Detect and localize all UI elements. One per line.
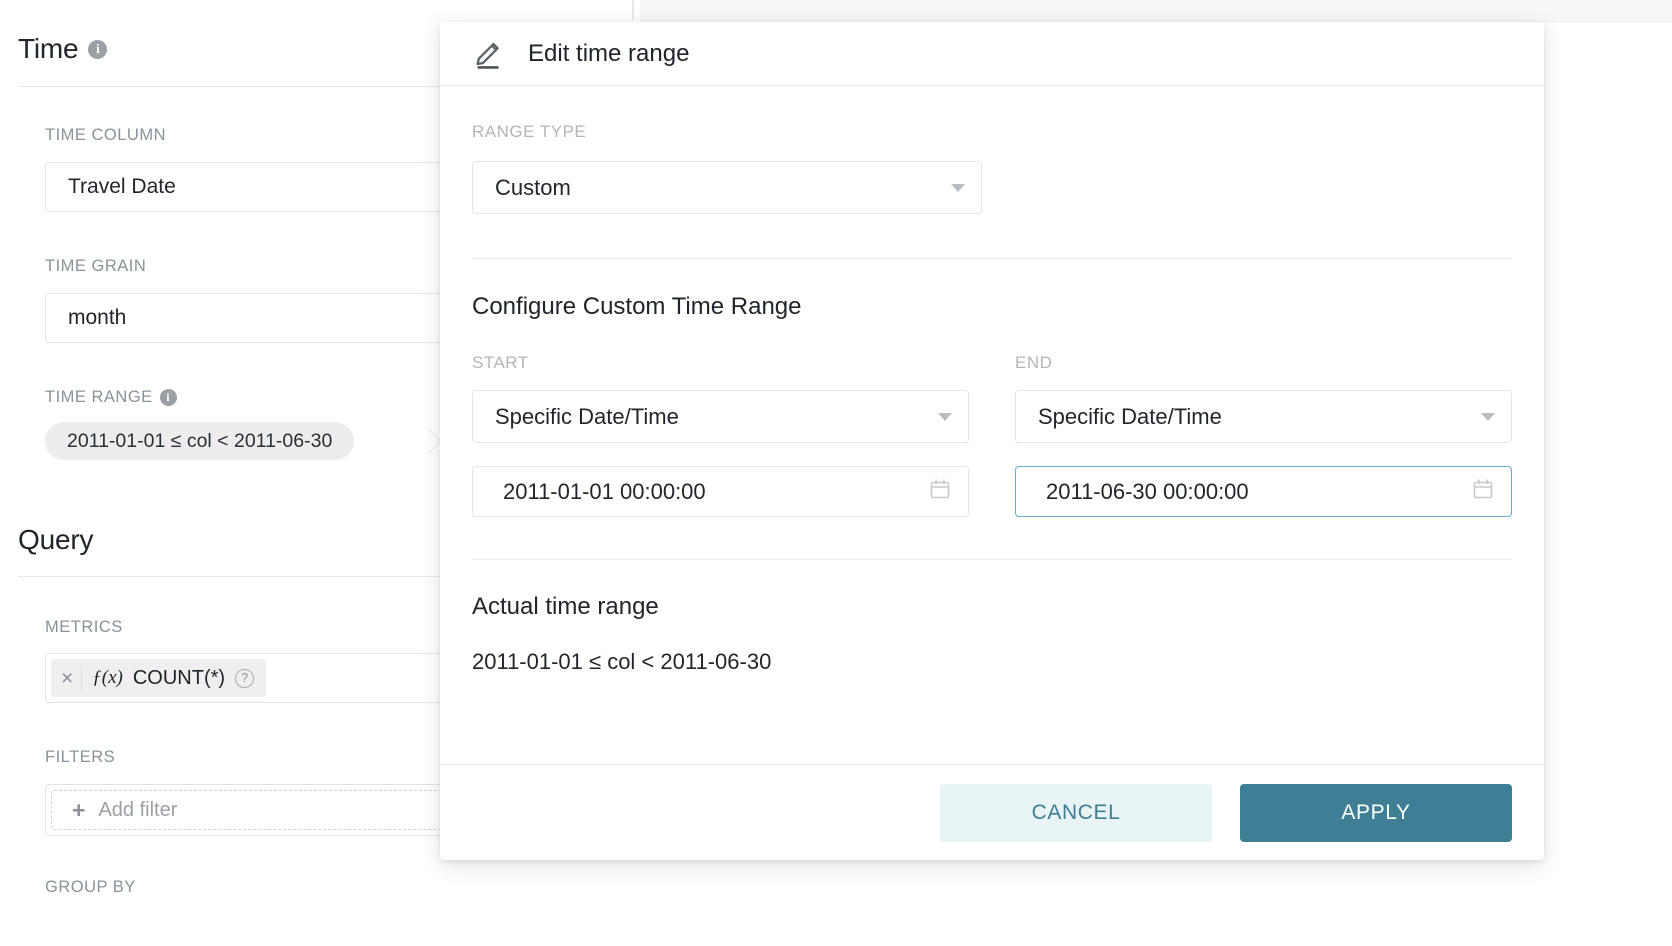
- end-mode-value: Specific Date/Time: [1038, 403, 1222, 429]
- apply-button[interactable]: APPLY: [1240, 783, 1512, 842]
- time-grain-label-text: TIME GRAIN: [45, 257, 147, 275]
- metrics-label-text: METRICS: [45, 618, 123, 636]
- filters-label: FILTERS: [45, 748, 115, 767]
- modal-header: Edit time range: [440, 22, 1544, 86]
- time-grain-value: month: [68, 306, 127, 329]
- function-icon: ƒ(x): [92, 667, 123, 688]
- start-mode-value: Specific Date/Time: [495, 403, 679, 429]
- panel-edge-divider: [632, 0, 634, 20]
- modal-title: Edit time range: [528, 39, 690, 67]
- info-icon[interactable]: i: [88, 39, 108, 59]
- modal-footer: CANCEL APPLY: [440, 764, 1544, 860]
- time-column-label: TIME COLUMN: [45, 126, 166, 145]
- plus-icon: +: [72, 796, 86, 823]
- time-column-value: Travel Date: [68, 175, 176, 198]
- time-column-label-text: TIME COLUMN: [45, 126, 166, 144]
- end-column: END Specific Date/Time 2011-06-30 00:00:…: [1015, 353, 1512, 517]
- metric-name: COUNT(*): [132, 666, 226, 689]
- start-mode-select[interactable]: Specific Date/Time: [472, 390, 969, 443]
- start-datetime-value: 2011-01-01 00:00:00: [503, 478, 706, 504]
- time-range-pill-text: 2011-01-01 ≤ col < 2011-06-30: [67, 429, 333, 452]
- section-divider-2: [472, 559, 1512, 560]
- actual-time-range-heading: Actual time range: [472, 593, 659, 620]
- range-type-select[interactable]: Custom: [472, 161, 982, 214]
- group-by-label: GROUP BY: [45, 878, 136, 897]
- time-section-divider: [18, 86, 632, 87]
- query-section-title-text: Query: [18, 524, 94, 555]
- time-range-pill[interactable]: 2011-01-01 ≤ col < 2011-06-30: [45, 422, 355, 460]
- start-column: START Specific Date/Time 2011-01-01 00:0…: [472, 353, 969, 517]
- edit-time-range-modal: Edit time range RANGE TYPE Custom Config…: [440, 22, 1544, 860]
- configure-heading: Configure Custom Time Range: [472, 293, 802, 320]
- popover-arrow: [427, 428, 440, 454]
- section-divider-1: [472, 258, 1512, 259]
- calendar-icon[interactable]: [1471, 477, 1495, 507]
- start-label: START: [472, 353, 529, 372]
- start-end-grid: START Specific Date/Time 2011-01-01 00:0…: [472, 353, 1512, 517]
- end-datetime-value: 2011-06-30 00:00:00: [1046, 478, 1249, 504]
- start-datetime-input[interactable]: 2011-01-01 00:00:00: [472, 466, 969, 517]
- pencil-icon: [472, 36, 508, 72]
- end-datetime-input[interactable]: 2011-06-30 00:00:00: [1015, 466, 1512, 517]
- help-icon[interactable]: ?: [235, 668, 255, 688]
- range-type-value: Custom: [495, 174, 571, 200]
- cancel-button[interactable]: CANCEL: [940, 783, 1212, 842]
- metrics-label: METRICS: [45, 618, 123, 637]
- group-by-label-text: GROUP BY: [45, 878, 136, 896]
- add-filter-label: Add filter: [98, 798, 178, 821]
- top-toolbar-strip: [640, 0, 1672, 22]
- actual-time-range-value: 2011-01-01 ≤ col < 2011-06-30: [472, 649, 772, 674]
- time-section-title-text: Time: [18, 33, 79, 64]
- query-section-title: Query: [18, 524, 93, 556]
- chevron-down-icon: [1481, 412, 1495, 421]
- query-section-divider: [18, 576, 632, 577]
- end-label: END: [1015, 353, 1053, 372]
- metric-chip-count[interactable]: × ƒ(x) COUNT(*) ?: [51, 659, 267, 697]
- chevron-down-icon: [951, 183, 965, 192]
- time-section-title: Time i: [18, 33, 108, 65]
- remove-metric-icon[interactable]: ×: [61, 665, 83, 691]
- filters-label-text: FILTERS: [45, 748, 116, 766]
- end-mode-select[interactable]: Specific Date/Time: [1015, 390, 1512, 443]
- time-range-label-text: TIME RANGE: [45, 388, 153, 406]
- time-range-label: TIME RANGE i: [45, 388, 177, 407]
- modal-body: RANGE TYPE Custom Configure Custom Time …: [440, 86, 1544, 764]
- chevron-down-icon: [938, 412, 952, 421]
- info-icon[interactable]: i: [159, 389, 177, 406]
- calendar-icon[interactable]: [928, 477, 952, 507]
- time-grain-label: TIME GRAIN: [45, 257, 146, 276]
- range-type-label: RANGE TYPE: [472, 122, 587, 141]
